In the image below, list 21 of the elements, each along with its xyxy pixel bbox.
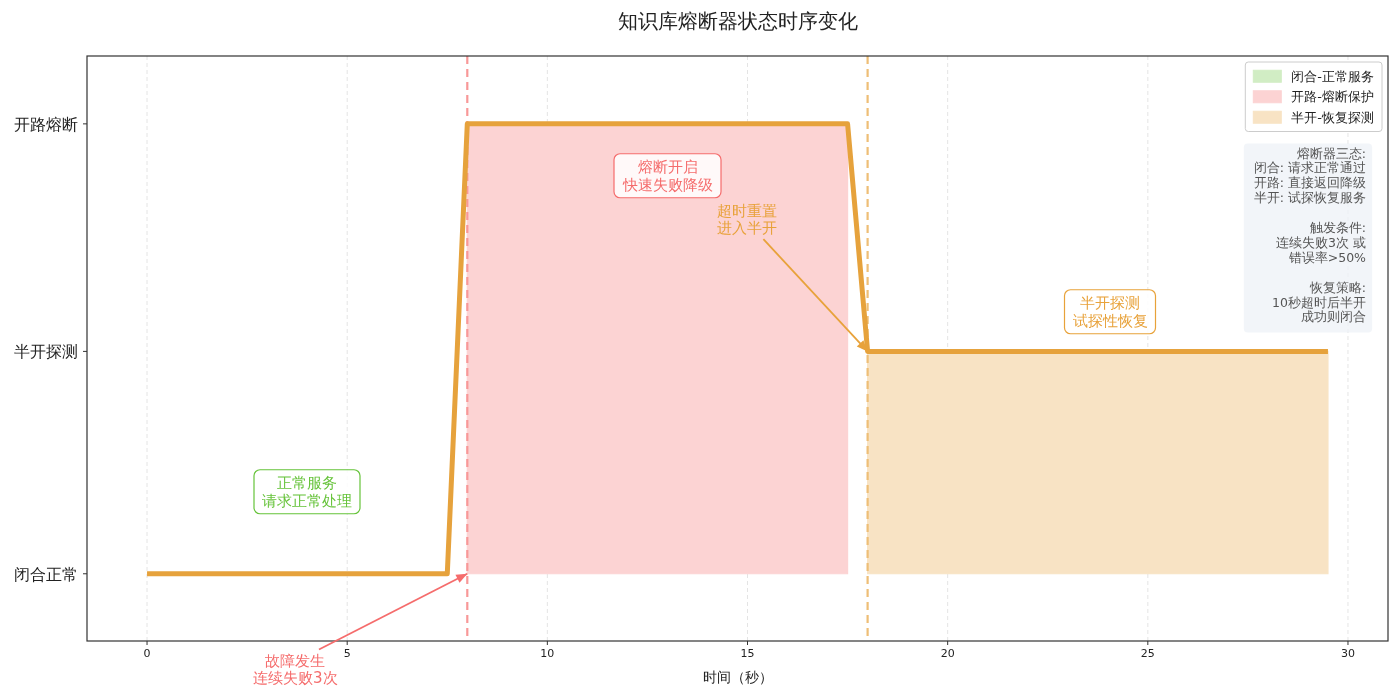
x-tick-label: 0 [143, 647, 151, 660]
x-tick-label: 25 [1140, 647, 1155, 660]
annotation: 故障发生连续失败3次 [253, 651, 338, 687]
annotation: 超时重置进入半开 [716, 202, 777, 238]
text: 开路熔断 [14, 114, 78, 134]
annotation: 熔断开启快速失败降级 [622, 157, 713, 194]
legend-label: 闭合-正常服务 [1291, 68, 1374, 84]
x-tick-label: 20 [940, 647, 955, 660]
text: 半开探测 [14, 342, 78, 362]
legend-label: 开路-熔断保护 [1291, 89, 1374, 105]
legend-label: 半开-恢复探测 [1291, 109, 1374, 125]
annotation: 正常服务请求正常处理 [262, 473, 352, 510]
x-axis-title: 时间（秒） [702, 669, 773, 685]
x-tick-label: 15 [740, 647, 755, 660]
x-tick-label: 30 [1340, 647, 1355, 660]
x-tick-label: 10 [540, 647, 555, 660]
x-tick-label: 5 [343, 647, 351, 660]
note: 熔断器三态:闭合: 请求正常通过开路: 直接返回降级半开: 试探恢复服务触发条件:连续失败3次 或错误率>50%恢复策略:10秒超时后半开成功则闭合 [1243, 143, 1373, 333]
chart-title: 知识库熔断器状态时序变化 [617, 9, 858, 33]
text: 闭合正常 [14, 564, 78, 584]
annotation: 半开探测试探性恢复 [1072, 293, 1148, 330]
